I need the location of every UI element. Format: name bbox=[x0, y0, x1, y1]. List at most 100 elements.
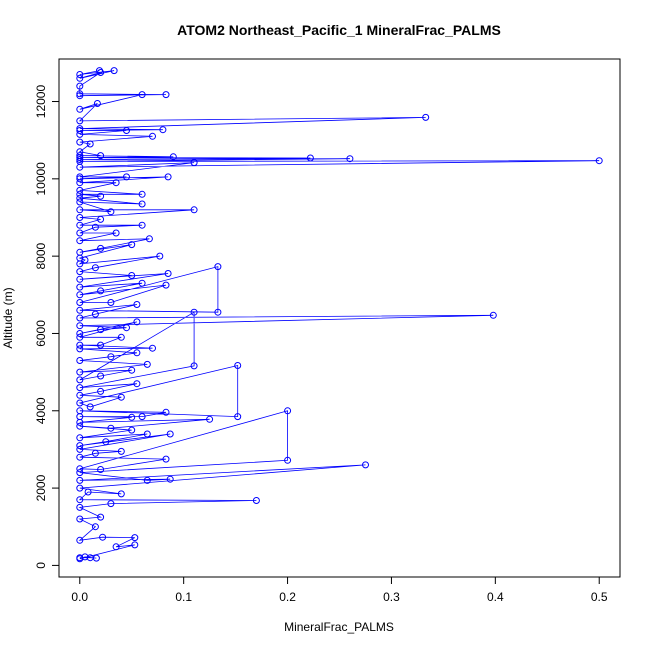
data-point bbox=[76, 156, 84, 163]
data-point bbox=[91, 449, 99, 457]
data-point bbox=[138, 221, 146, 229]
data-point bbox=[107, 353, 115, 361]
data-point bbox=[143, 430, 151, 438]
data-point bbox=[76, 237, 84, 245]
data-point bbox=[84, 488, 92, 496]
data-point bbox=[76, 469, 84, 477]
x-axis-label: MineralFrac_PALMS bbox=[284, 620, 394, 634]
data-point bbox=[133, 318, 141, 326]
data-point bbox=[76, 476, 84, 484]
data-point bbox=[97, 326, 105, 334]
data-point bbox=[112, 229, 120, 237]
data-point bbox=[76, 496, 84, 504]
data-point bbox=[110, 67, 118, 75]
data-point bbox=[76, 391, 84, 399]
y-tick-label: 0 bbox=[34, 562, 48, 569]
data-point bbox=[76, 368, 84, 376]
data-point bbox=[214, 263, 222, 271]
data-point bbox=[149, 344, 156, 352]
data-point bbox=[123, 127, 130, 134]
data-point bbox=[76, 407, 84, 415]
data-point bbox=[133, 380, 141, 388]
y-tick-label: 2000 bbox=[34, 474, 48, 501]
y-axis-label: Altitude (m) bbox=[1, 287, 15, 348]
data-point bbox=[76, 484, 84, 492]
data-point bbox=[107, 299, 115, 306]
data-point bbox=[206, 415, 214, 423]
data-point bbox=[164, 173, 172, 181]
data-point bbox=[362, 461, 369, 469]
data-point bbox=[76, 138, 84, 146]
data-point bbox=[190, 308, 198, 316]
data-point bbox=[76, 127, 84, 134]
data-point bbox=[97, 244, 105, 252]
data-point bbox=[162, 408, 170, 416]
data-point bbox=[76, 306, 84, 314]
series-layer bbox=[76, 67, 603, 563]
data-point bbox=[123, 173, 130, 181]
data-point bbox=[76, 333, 84, 341]
data-point bbox=[162, 91, 170, 99]
data-point bbox=[76, 376, 84, 384]
data-point bbox=[128, 413, 136, 421]
data-point bbox=[489, 311, 497, 319]
data-point bbox=[76, 299, 84, 306]
y-tick-label: 10000 bbox=[34, 162, 48, 196]
data-point bbox=[97, 387, 105, 395]
data-point bbox=[76, 175, 84, 183]
data-point bbox=[76, 71, 84, 78]
data-point bbox=[86, 140, 94, 148]
data-point bbox=[190, 206, 198, 214]
data-point bbox=[190, 159, 198, 167]
data-point bbox=[422, 113, 430, 121]
data-point bbox=[76, 536, 84, 544]
x-tick-label: 0.4 bbox=[487, 590, 504, 604]
data-point bbox=[143, 476, 151, 484]
data-point bbox=[149, 132, 156, 140]
data-point bbox=[97, 287, 105, 295]
data-point bbox=[346, 155, 354, 163]
data-point bbox=[76, 148, 84, 156]
data-point bbox=[76, 422, 84, 430]
x-axis: 0.0 0.1 0.2 0.3 0.4 0.5 bbox=[71, 576, 608, 604]
data-point bbox=[76, 555, 84, 563]
data-point bbox=[102, 438, 110, 446]
data-point bbox=[117, 333, 125, 341]
data-point bbox=[76, 190, 84, 198]
data-point bbox=[162, 455, 170, 463]
data-point bbox=[112, 543, 120, 551]
data-point bbox=[97, 466, 105, 473]
data-point bbox=[76, 206, 84, 214]
data-point bbox=[76, 198, 84, 206]
data-point bbox=[131, 534, 139, 542]
data-point bbox=[92, 554, 100, 562]
data-point bbox=[166, 430, 174, 438]
y-tick-label: 6000 bbox=[34, 320, 48, 347]
data-point bbox=[76, 117, 84, 125]
x-tick-label: 0.5 bbox=[591, 590, 608, 604]
data-point bbox=[76, 442, 84, 450]
data-point bbox=[86, 403, 94, 411]
data-point bbox=[97, 513, 105, 521]
data-point bbox=[162, 281, 170, 289]
data-point bbox=[107, 208, 115, 216]
x-tick-label: 0.1 bbox=[175, 590, 192, 604]
x-tick-label: 0.2 bbox=[279, 590, 296, 604]
data-point bbox=[138, 91, 146, 99]
x-tick-label: 0.3 bbox=[383, 590, 400, 604]
data-point bbox=[91, 223, 99, 231]
data-point bbox=[76, 453, 84, 461]
data-point bbox=[97, 372, 105, 380]
data-point bbox=[145, 235, 153, 243]
data-point bbox=[76, 445, 84, 453]
data-point bbox=[76, 74, 84, 82]
data-point bbox=[76, 92, 84, 100]
data-point bbox=[76, 503, 84, 511]
data-point bbox=[76, 82, 84, 90]
data-point bbox=[284, 407, 292, 415]
data-point bbox=[76, 229, 84, 237]
data-point bbox=[107, 424, 115, 432]
data-point bbox=[76, 330, 84, 337]
data-point bbox=[138, 279, 146, 287]
data-point bbox=[76, 125, 84, 133]
